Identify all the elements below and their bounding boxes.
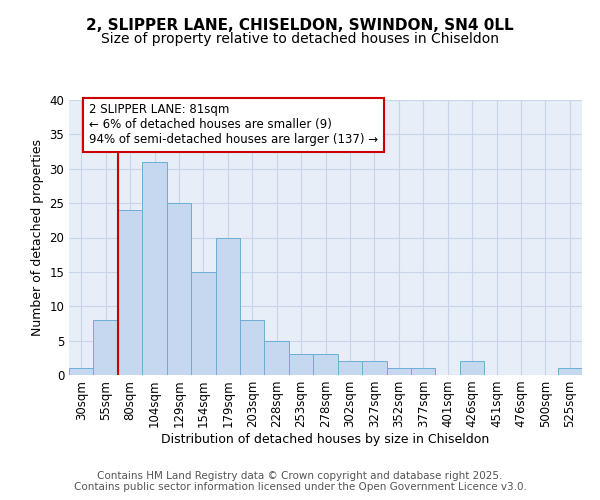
X-axis label: Distribution of detached houses by size in Chiseldon: Distribution of detached houses by size … xyxy=(161,433,490,446)
Bar xyxy=(215,238,240,375)
Bar xyxy=(94,320,118,375)
Bar xyxy=(557,368,582,375)
Bar xyxy=(142,162,167,375)
Bar xyxy=(289,354,313,375)
Bar xyxy=(411,368,436,375)
Bar xyxy=(338,361,362,375)
Text: Contains HM Land Registry data © Crown copyright and database right 2025.
Contai: Contains HM Land Registry data © Crown c… xyxy=(74,471,526,492)
Bar xyxy=(460,361,484,375)
Text: 2 SLIPPER LANE: 81sqm
← 6% of detached houses are smaller (9)
94% of semi-detach: 2 SLIPPER LANE: 81sqm ← 6% of detached h… xyxy=(89,104,377,146)
Y-axis label: Number of detached properties: Number of detached properties xyxy=(31,139,44,336)
Bar xyxy=(118,210,142,375)
Bar xyxy=(191,272,215,375)
Bar xyxy=(240,320,265,375)
Text: Size of property relative to detached houses in Chiseldon: Size of property relative to detached ho… xyxy=(101,32,499,46)
Bar xyxy=(313,354,338,375)
Bar xyxy=(167,203,191,375)
Bar xyxy=(265,340,289,375)
Bar xyxy=(386,368,411,375)
Text: 2, SLIPPER LANE, CHISELDON, SWINDON, SN4 0LL: 2, SLIPPER LANE, CHISELDON, SWINDON, SN4… xyxy=(86,18,514,32)
Bar xyxy=(362,361,386,375)
Bar xyxy=(69,368,94,375)
